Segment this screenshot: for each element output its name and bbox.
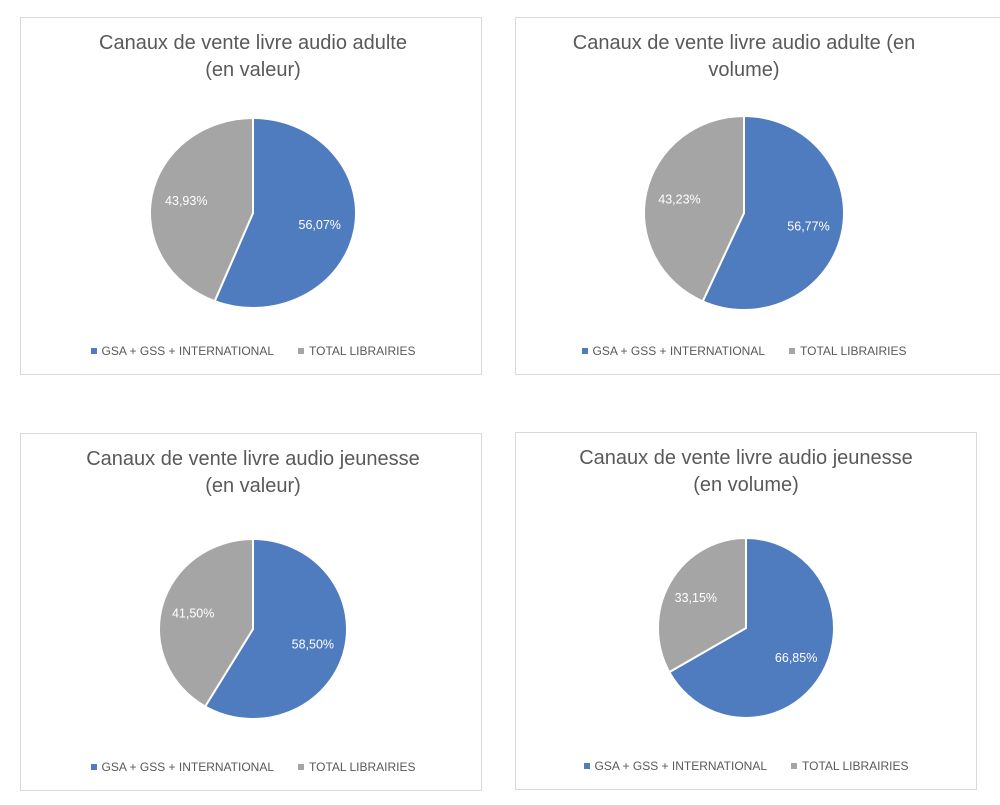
legend-swatch-icon (581, 347, 588, 354)
pie-slice-gsa-gss-international (667, 536, 835, 719)
chart-title-line: Canaux de vente livre audio jeunesse (579, 447, 913, 469)
pie-chart: 66,85% 33,15% (657, 536, 835, 719)
legend-swatch-icon (583, 762, 590, 769)
chart-title: Canaux de vente livre audio jeunesse (en … (21, 446, 485, 500)
legend-label: GSA + GSS + INTERNATIONAL (101, 344, 275, 358)
legend-label: TOTAL LIBRAIRIES (309, 344, 416, 358)
data-label: 58,50% (292, 638, 334, 652)
data-label: 43,23% (658, 192, 700, 206)
chart-title-line: Canaux de vente livre audio adulte (en (572, 32, 916, 54)
pie-slice-gsa-gss-international (203, 537, 348, 720)
pie-chart: 58,50% 41,50% (158, 537, 348, 720)
legend-label: GSA + GSS + INTERNATIONAL (592, 344, 766, 358)
chart-title: Canaux de vente livre audio adulte (en vo… (516, 30, 972, 84)
legend-label: TOTAL LIBRAIRIES (802, 759, 909, 773)
pie-slice-gsa-gss-international (213, 116, 357, 309)
chart-title: Canaux de vente livre audio jeunesse (en … (516, 445, 976, 499)
pie-slice-total-librairies (657, 536, 747, 674)
legend-label: TOTAL LIBRAIRIES (800, 344, 907, 358)
legend-item: TOTAL LIBRAIRIES (298, 344, 415, 358)
legend-item: TOTAL LIBRAIRIES (791, 759, 908, 773)
data-label: 56,77% (787, 220, 829, 234)
data-label: 41,50% (172, 606, 214, 620)
legend-swatch-icon (298, 347, 304, 354)
chart-adulte-valeur: Canaux de vente livre audio adulte (en va… (20, 17, 482, 375)
data-label: 66,85% (775, 651, 817, 665)
chart-legend: GSA + GSS + INTERNATIONAL TOTAL LIBRAIRIE… (516, 344, 972, 358)
legend-swatch-icon (789, 347, 795, 354)
data-label: 33,15% (675, 591, 717, 605)
chart-title-line: volume) (708, 59, 780, 81)
legend-item: GSA + GSS + INTERNATIONAL (583, 759, 768, 773)
legend-label: GSA + GSS + INTERNATIONAL (594, 759, 768, 773)
legend-label: TOTAL LIBRAIRIES (309, 760, 416, 774)
chart-title-line: (en valeur) (205, 59, 301, 81)
data-label: 56,07% (299, 218, 341, 232)
pie-chart: 56,07% 43,93% (149, 116, 357, 309)
chart-jeunesse-valeur: Canaux de vente livre audio jeunesse (en … (20, 433, 482, 791)
legend-label: GSA + GSS + INTERNATIONAL (101, 760, 275, 774)
legend-swatch-icon (791, 762, 797, 769)
chart-title: Canaux de vente livre audio adulte (en va… (21, 30, 485, 84)
pie-slice-total-librairies (158, 537, 254, 708)
chart-title-line: Canaux de vente livre audio jeunesse (86, 448, 420, 470)
legend-swatch-icon (90, 763, 97, 770)
legend-item: GSA + GSS + INTERNATIONAL (90, 760, 275, 774)
chart-jeunesse-volume: Canaux de vente livre audio jeunesse (en … (515, 432, 977, 790)
chart-title-line: (en volume) (693, 474, 799, 496)
legend-item: GSA + GSS + INTERNATIONAL (90, 344, 275, 358)
pie-slice-gsa-gss-international (701, 114, 845, 311)
chart-title-line: Canaux de vente livre audio adulte (99, 32, 407, 54)
chart-legend: GSA + GSS + INTERNATIONAL TOTAL LIBRAIRIE… (21, 344, 485, 358)
legend-item: TOTAL LIBRAIRIES (789, 344, 906, 358)
legend-item: GSA + GSS + INTERNATIONAL (581, 344, 766, 358)
legend-item: TOTAL LIBRAIRIES (298, 760, 415, 774)
legend-swatch-icon (90, 347, 97, 354)
chart-title-line: (en valeur) (205, 475, 301, 497)
pie-slice-total-librairies (149, 116, 254, 303)
chart-legend: GSA + GSS + INTERNATIONAL TOTAL LIBRAIRIE… (516, 759, 976, 773)
pie-slice-total-librairies (643, 114, 745, 303)
data-label: 43,93% (165, 194, 207, 208)
legend-swatch-icon (298, 763, 304, 770)
chart-legend: GSA + GSS + INTERNATIONAL TOTAL LIBRAIRIE… (21, 760, 485, 774)
pie-chart: 56,77% 43,23% (643, 114, 845, 311)
chart-adulte-volume: Canaux de vente livre audio adulte (en vo… (515, 17, 1000, 375)
